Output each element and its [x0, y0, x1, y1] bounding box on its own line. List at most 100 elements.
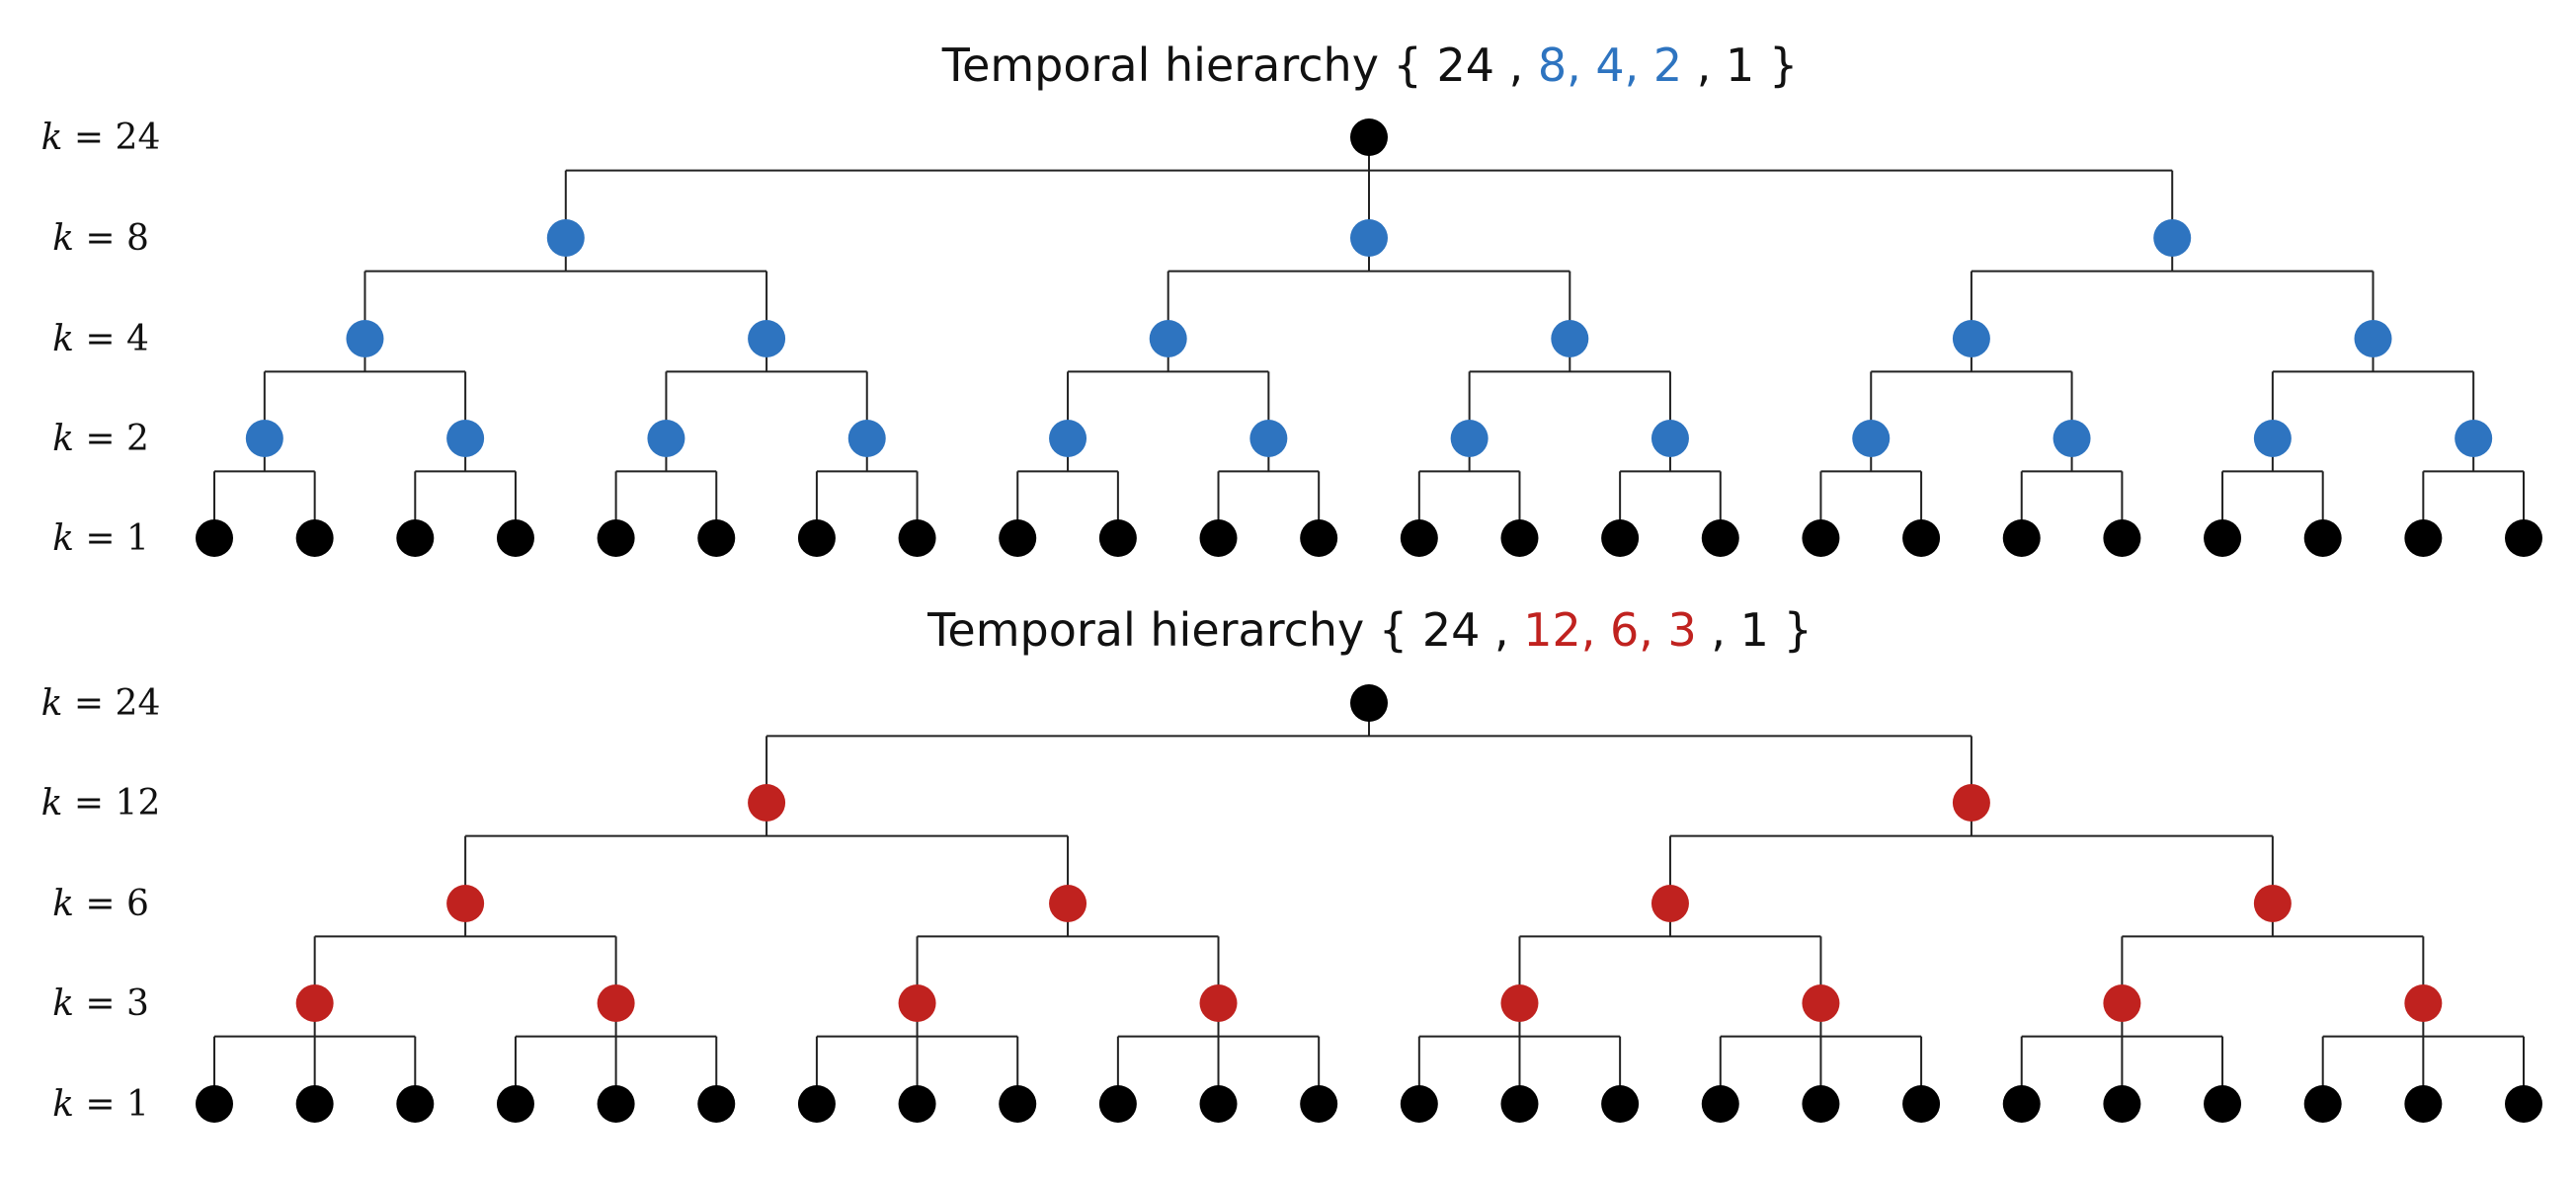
node-k4	[1149, 320, 1187, 357]
node-k3	[2103, 984, 2141, 1022]
node-k3	[2404, 984, 2443, 1022]
level-label-k12: k = 12	[41, 783, 161, 824]
node-k6	[2253, 885, 2292, 922]
node-k1	[1701, 519, 1739, 557]
node-k1	[1500, 1085, 1539, 1123]
node-k1	[597, 519, 635, 557]
diagram-title: Temporal hierarchy { 24 , 8, 4, 2 , 1 }	[941, 39, 1798, 92]
title-open-brace: {	[1394, 39, 1422, 92]
node-k1	[1300, 1085, 1338, 1123]
node-k6	[1650, 885, 1689, 922]
level-labels: k = 24 k = 12 k = 6 k = 3 k = 1	[41, 683, 161, 1125]
node-k3	[1199, 984, 1238, 1022]
level-label-k1: k = 1	[52, 518, 149, 559]
node-k1	[1199, 519, 1238, 557]
level-label-k24: k = 24	[41, 683, 161, 724]
node-k1	[1601, 1085, 1640, 1123]
node-k1	[1400, 519, 1438, 557]
node-k4	[748, 320, 786, 357]
title-root-value: 24	[1422, 603, 1481, 657]
node-k1	[1500, 519, 1539, 557]
node-k2	[1450, 420, 1489, 457]
title-prefix: Temporal hierarchy	[941, 39, 1394, 92]
title-open-brace: {	[1379, 603, 1408, 657]
node-k1	[2303, 1085, 2342, 1123]
node-k12	[1952, 784, 1990, 822]
node-k1	[396, 519, 435, 557]
node-k1	[1902, 1085, 1941, 1123]
node-k4	[1551, 320, 1589, 357]
node-k1	[196, 1085, 233, 1123]
node-k8	[2153, 219, 2192, 257]
node-k1	[2404, 519, 2443, 557]
title-leaf-value: , 1	[1711, 603, 1769, 657]
node-k3	[1802, 984, 1840, 1022]
tree-nodes	[196, 684, 2542, 1123]
title-intermediate-values: 8, 4, 2	[1538, 39, 1682, 92]
node-k1	[1802, 519, 1840, 557]
node-k1	[1300, 519, 1338, 557]
title-separator: ,	[1509, 39, 1538, 92]
node-k2	[2253, 420, 2292, 457]
node-k2	[2053, 420, 2091, 457]
node-k1	[196, 519, 233, 557]
title-intermediate-values: 12, 6, 3	[1523, 603, 1697, 657]
tree-nodes	[196, 118, 2542, 557]
node-k1	[2204, 519, 2242, 557]
level-label-k24: k = 24	[41, 118, 161, 158]
node-k2	[446, 420, 485, 457]
level-labels: k = 24 k = 8 k = 4 k = 2 k = 1	[41, 118, 161, 559]
node-k1	[797, 1085, 836, 1123]
node-k1	[1199, 1085, 1238, 1123]
node-k3	[295, 984, 334, 1022]
node-k1	[2103, 519, 2141, 557]
title-close-brace: }	[1784, 603, 1812, 657]
level-label-k1: k = 1	[52, 1084, 149, 1125]
node-k6	[446, 885, 485, 922]
node-k1	[1400, 1085, 1438, 1123]
node-k24	[1350, 684, 1388, 722]
node-k1	[898, 519, 936, 557]
node-k24	[1350, 118, 1388, 156]
node-k1	[2002, 1085, 2041, 1123]
node-k1	[1098, 1085, 1137, 1123]
node-k2	[1249, 420, 1288, 457]
node-k1	[797, 519, 836, 557]
node-k4	[1952, 320, 1990, 357]
node-k8	[546, 219, 585, 257]
node-k1	[2505, 519, 2542, 557]
node-k4	[346, 320, 384, 357]
hierarchy-diagram-top: Temporal hierarchy { 24 , 8, 4, 2 , 1 } …	[41, 39, 2542, 559]
node-k1	[1902, 519, 1941, 557]
node-k2	[847, 420, 886, 457]
hierarchy-diagram-bottom: Temporal hierarchy { 24 , 12, 6, 3 , 1 }…	[41, 603, 2542, 1125]
title-leaf-value: , 1	[1697, 39, 1755, 92]
node-k1	[2505, 1085, 2542, 1123]
level-label-k6: k = 6	[52, 884, 149, 924]
node-k1	[496, 519, 534, 557]
node-k1	[697, 519, 736, 557]
node-k8	[1350, 219, 1388, 257]
node-k1	[2404, 1085, 2443, 1123]
node-k1	[1098, 519, 1137, 557]
tree-edges	[213, 703, 2525, 1104]
node-k1	[597, 1085, 635, 1123]
node-k3	[1500, 984, 1539, 1022]
node-k2	[1049, 420, 1087, 457]
node-k1	[496, 1085, 534, 1123]
diagram-title: Temporal hierarchy { 24 , 12, 6, 3 , 1 }	[926, 603, 1812, 657]
node-k2	[1852, 420, 1891, 457]
node-k1	[1701, 1085, 1739, 1123]
node-k1	[2204, 1085, 2242, 1123]
node-k1	[999, 519, 1037, 557]
node-k2	[647, 420, 685, 457]
node-k1	[2002, 519, 2041, 557]
node-k4	[2354, 320, 2392, 357]
node-k1	[999, 1085, 1037, 1123]
node-k1	[295, 519, 334, 557]
node-k1	[2303, 519, 2342, 557]
node-k12	[748, 784, 786, 822]
node-k2	[2455, 420, 2493, 457]
title-prefix: Temporal hierarchy	[926, 603, 1379, 657]
